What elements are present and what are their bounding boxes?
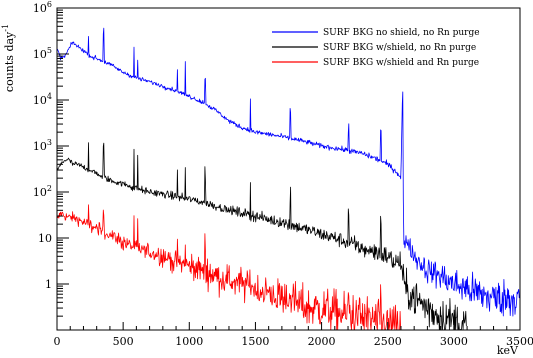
x-tick-label-7: 3500 [506,335,533,348]
y-tick-label-2: 102 [33,184,52,199]
y-axis-label-exponent: -1 [1,24,10,32]
y-tick-label-0: 1 [45,278,52,291]
x-tick-label-1: 500 [113,335,134,348]
y-axis-label: counts day-1 [1,24,16,92]
axes: 0 500 1000 1500 2000 2500 3000 3500 1 10 102 103 104… [33,0,533,348]
series-line-1 [57,142,468,330]
y-axis-label-text: counts day [3,31,16,92]
x-tick-label-3: 1500 [241,335,269,348]
y-tick-label-1: 10 [38,232,52,245]
x-tick-label-6: 3000 [440,335,468,348]
series-line-0 [57,27,520,317]
x-tick-label-2: 1000 [175,335,203,348]
plot-frame [56,7,521,331]
legend-label-2: SURF BKG w/shield and Rn purge [323,58,479,68]
y-tick-label-6: 106 [33,0,52,15]
x-axis-label: keV [497,344,519,357]
legend-label-0: SURF BKG no shield, no Rn purge [323,28,480,38]
x-tick-label-0: 0 [54,335,61,348]
legend: SURF BKG no shield, no Rn purge SURF BKG… [272,28,480,68]
x-tick-label-5: 2500 [374,335,402,348]
series-layer [57,27,520,330]
y-tick-label-3: 103 [33,138,52,153]
y-tick-label-4: 104 [33,92,52,107]
x-tick-label-4: 2000 [308,335,336,348]
series-line-2 [57,204,402,330]
legend-label-1: SURF BKG w/shield, no Rn purge [323,43,476,53]
y-tick-label-5: 105 [33,46,52,61]
plot-background [57,8,520,330]
